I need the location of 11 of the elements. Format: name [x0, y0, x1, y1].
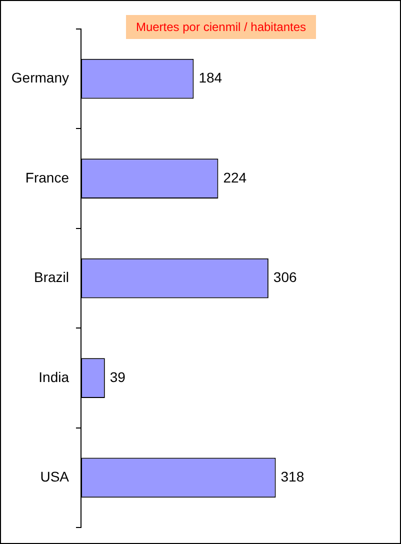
y-tick-label: Germany: [11, 70, 69, 86]
y-tick-label: India: [38, 368, 70, 385]
data-label: 224: [223, 169, 247, 186]
y-tick-label: Brazil: [34, 269, 69, 286]
y-tick-label: France: [25, 169, 70, 186]
data-label: 306: [273, 269, 297, 286]
data-label: 318: [280, 468, 304, 485]
y-tick-label: USA: [40, 468, 70, 485]
data-label: 184: [198, 70, 222, 86]
chart-title: Muertes por cienmil / habitantes: [126, 15, 316, 39]
data-label: 39: [110, 368, 126, 385]
